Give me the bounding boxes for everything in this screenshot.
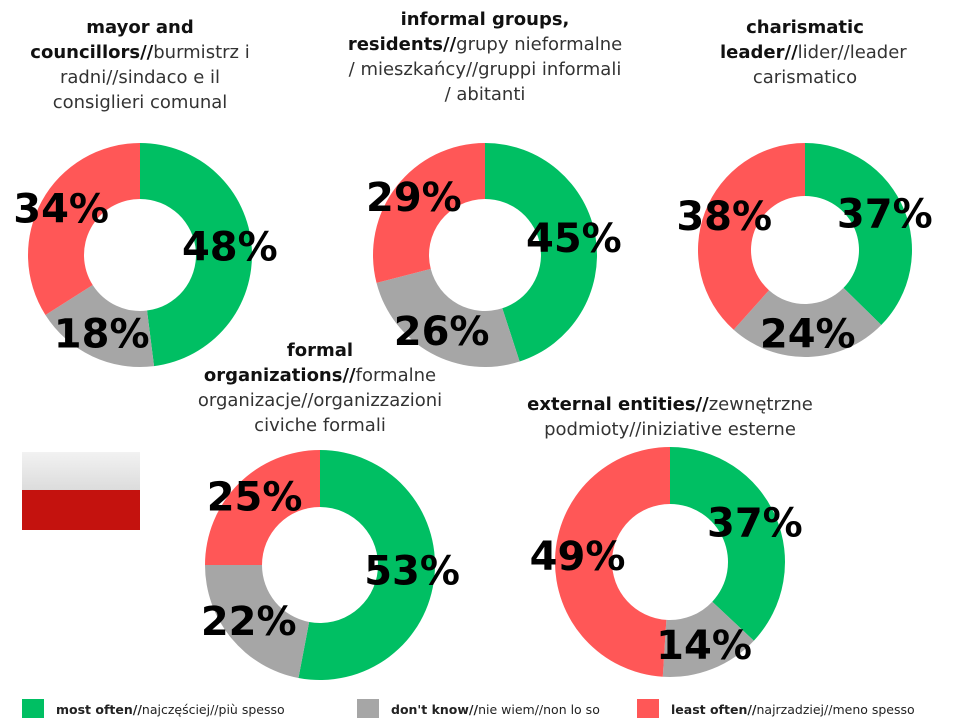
title-part: informal groups, residents// — [347, 9, 570, 55]
donut-segment — [670, 447, 785, 641]
legend-swatch — [637, 699, 659, 718]
legend-text: najczęściej//più spesso — [141, 701, 285, 717]
donut-segment — [733, 287, 882, 358]
title-part: burmistrz i radni//sindaco e il consigli… — [52, 42, 250, 113]
chart-title: formal organizations//formalne organizac… — [185, 338, 455, 438]
legend-label: don't know//nie wiem//non lo so — [391, 702, 600, 717]
chart-title: charismatic leader//lider//leader carism… — [720, 15, 907, 90]
donut-segment — [205, 565, 310, 678]
donut-segment — [298, 450, 435, 680]
donut-segment — [376, 268, 520, 368]
donut-segment — [140, 142, 253, 367]
value-label: 53% — [364, 549, 460, 595]
legend-text: nie wiem//non lo so — [478, 701, 600, 717]
title-part: formalne organizacje//organizzazioni civ… — [197, 365, 443, 436]
donut-segment — [485, 143, 598, 362]
value-label: 22% — [201, 599, 297, 645]
legend-swatch — [22, 699, 44, 718]
value-label: 49% — [530, 534, 626, 580]
donut-segment — [805, 143, 912, 326]
value-label: 26% — [394, 309, 490, 355]
chart-title: mayor and councillors//burmistrz i radni… — [15, 15, 265, 115]
value-label: 38% — [676, 194, 772, 240]
title-part: charismatic leader// — [720, 17, 864, 63]
legend-item: most often//najczęściej//più spesso — [22, 699, 285, 718]
legend-label: least often//najrzadziej//meno spesso — [671, 702, 915, 717]
legend-swatch — [357, 699, 379, 718]
value-label: 25% — [207, 475, 303, 521]
value-label: 37% — [837, 192, 933, 238]
legend-bold: don't know// — [391, 701, 479, 717]
value-label: 45% — [526, 216, 622, 262]
legend-item: don't know//nie wiem//non lo so — [357, 699, 600, 718]
donut-segment — [697, 143, 805, 330]
title-part: mayor and councillors// — [30, 17, 194, 63]
flag-white — [22, 452, 140, 490]
legend-item: least often//najrzadziej//meno spesso — [637, 699, 915, 718]
title-part: lider//leader carismatico — [752, 42, 907, 88]
value-label: 37% — [707, 500, 803, 546]
title-part: formal organizations// — [203, 340, 356, 386]
value-label: 48% — [182, 224, 278, 270]
donut-segment — [555, 447, 670, 677]
value-label: 34% — [13, 187, 109, 233]
title-part: zewnętrzne podmioty//iniziative esterne — [544, 394, 813, 440]
value-label: 24% — [760, 311, 856, 357]
value-label: 29% — [366, 175, 462, 221]
legend-bold: most often// — [56, 701, 142, 717]
legend-label: most often//najczęściej//più spesso — [56, 702, 285, 717]
chart-title: informal groups, residents//grupy niefor… — [345, 7, 625, 107]
value-label: 18% — [54, 311, 150, 357]
donut-segment — [372, 143, 485, 283]
legend-text: najrzadziej//meno spesso — [756, 701, 915, 717]
chart-title: external entities//zewnętrzne podmioty//… — [515, 392, 825, 442]
donut-segment — [662, 601, 754, 677]
donut-segment — [205, 450, 320, 565]
title-part: external entities// — [527, 394, 709, 415]
legend-bold: least often// — [671, 701, 757, 717]
title-part: grupy nieformalne / mieszkańcy//gruppi i… — [348, 34, 623, 105]
donut-segment — [27, 143, 140, 316]
value-label: 14% — [656, 623, 752, 669]
flag-red — [22, 490, 140, 530]
donut-segment — [45, 285, 155, 367]
